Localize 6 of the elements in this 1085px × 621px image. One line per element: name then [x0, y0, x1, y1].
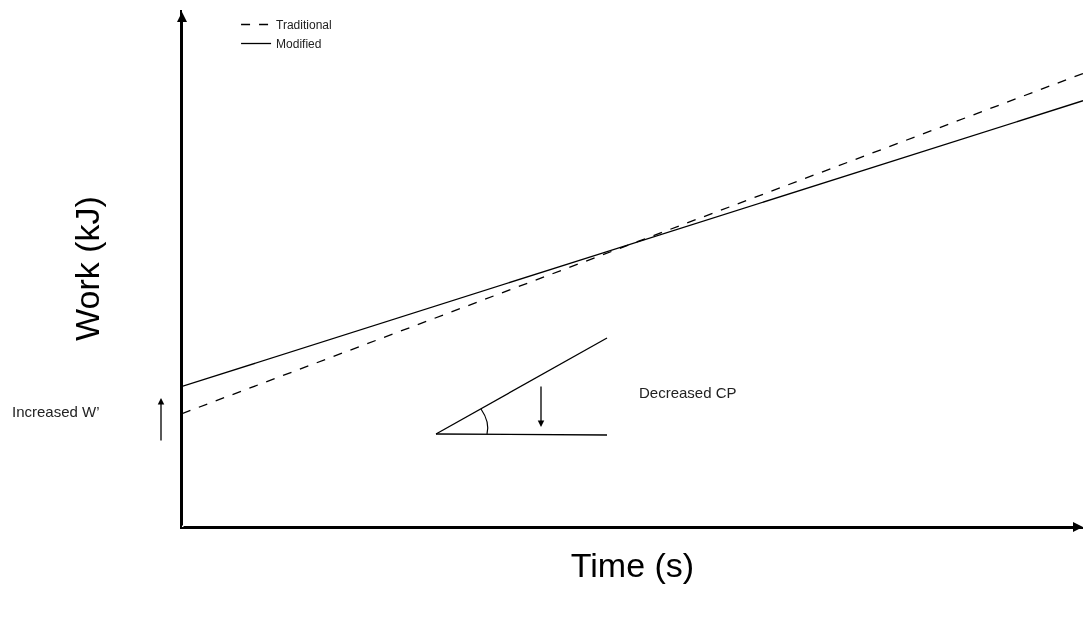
x-axis-title: Time (s): [570, 545, 695, 584]
y-axis-title: Work (kJ): [68, 196, 107, 341]
legend-label: Modified: [276, 37, 322, 52]
legend-label: Traditional: [276, 18, 332, 33]
annotation: Increased W’: [12, 403, 100, 420]
annotation: Decreased CP: [639, 384, 737, 401]
